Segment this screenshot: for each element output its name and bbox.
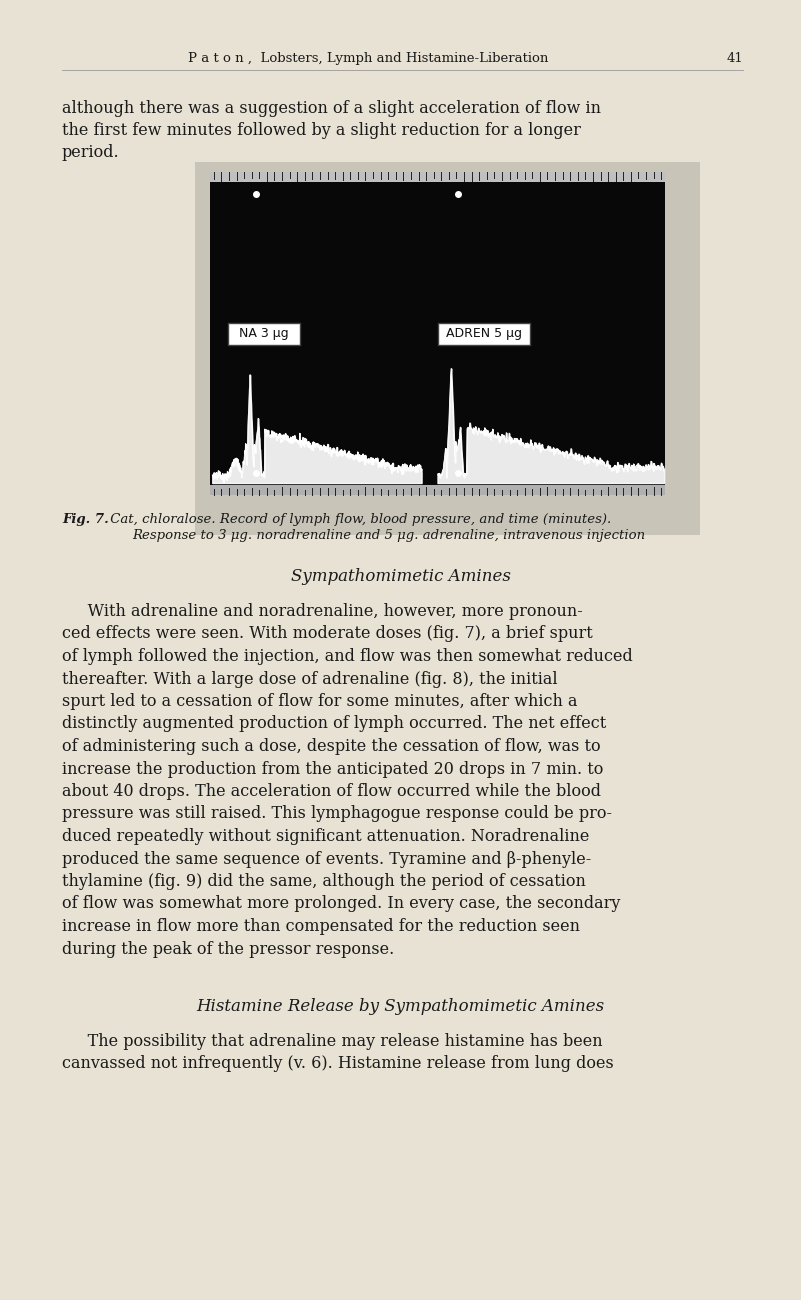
Text: during the peak of the pressor response.: during the peak of the pressor response.	[62, 940, 394, 958]
Text: of lymph followed the injection, and flow was then somewhat reduced: of lymph followed the injection, and flo…	[62, 647, 633, 666]
Text: Histamine Release by Sympathomimetic Amines: Histamine Release by Sympathomimetic Ami…	[196, 998, 605, 1015]
Text: although there was a suggestion of a slight acceleration of flow in: although there was a suggestion of a sli…	[62, 100, 601, 117]
Text: Sympathomimetic Amines: Sympathomimetic Amines	[291, 568, 510, 585]
Bar	[195, 162, 700, 536]
Text: the first few minutes followed by a slight reduction for a longer: the first few minutes followed by a slig…	[62, 122, 581, 139]
Text: increase in flow more than compensated for the reduction seen: increase in flow more than compensated f…	[62, 918, 580, 935]
Text: of flow was somewhat more prolonged. In every case, the secondary: of flow was somewhat more prolonged. In …	[62, 896, 621, 913]
Bar	[210, 172, 665, 182]
Text: period.: period.	[62, 144, 119, 161]
Text: 41: 41	[727, 52, 743, 65]
Text: canvassed not infrequently (v. 6). Histamine release from lung does: canvassed not infrequently (v. 6). Hista…	[62, 1056, 614, 1072]
Text: produced the same sequence of events. Tyramine and β-phenyle-: produced the same sequence of events. Ty…	[62, 850, 591, 867]
Text: pressure was still raised. This lymphagogue response could be pro-: pressure was still raised. This lymphago…	[62, 806, 612, 823]
Text: Response to 3 μg. noradrenaline and 5 μg. adrenaline, intravenous injection: Response to 3 μg. noradrenaline and 5 μg…	[132, 529, 645, 542]
Text: thereafter. With a large dose of adrenaline (fig. 8), the initial: thereafter. With a large dose of adrenal…	[62, 671, 557, 688]
Text: ADREN 5 μg: ADREN 5 μg	[445, 328, 521, 341]
Bar	[210, 172, 665, 495]
Text: With adrenaline and noradrenaline, however, more pronoun-: With adrenaline and noradrenaline, howev…	[62, 603, 583, 620]
Text: increase the production from the anticipated 20 drops in 7 min. to: increase the production from the anticip…	[62, 760, 603, 777]
Bar	[210, 485, 665, 495]
Text: distinctly augmented production of lymph occurred. The net effect: distinctly augmented production of lymph…	[62, 715, 606, 732]
Text: Fig. 7.: Fig. 7.	[62, 514, 109, 526]
Text: NA 3 μg: NA 3 μg	[239, 328, 289, 341]
Text: about 40 drops. The acceleration of flow occurred while the blood: about 40 drops. The acceleration of flow…	[62, 783, 601, 800]
Text: spurt led to a cessation of flow for some minutes, after which a: spurt led to a cessation of flow for som…	[62, 693, 578, 710]
Text: P a t o n ,  Lobsters, Lymph and Histamine-Liberation: P a t o n , Lobsters, Lymph and Histamin…	[188, 52, 549, 65]
Text: The possibility that adrenaline may release histamine has been: The possibility that adrenaline may rele…	[62, 1034, 602, 1050]
Text: duced repeatedly without significant attenuation. Noradrenaline: duced repeatedly without significant att…	[62, 828, 590, 845]
Text: thylamine (fig. 9) did the same, although the period of cessation: thylamine (fig. 9) did the same, althoug…	[62, 874, 586, 890]
Text: Cat, chloralose. Record of lymph flow, blood pressure, and time (minutes).: Cat, chloralose. Record of lymph flow, b…	[106, 514, 611, 526]
Bar	[437, 322, 529, 344]
Text: of administering such a dose, despite the cessation of flow, was to: of administering such a dose, despite th…	[62, 738, 601, 755]
Text: ced effects were seen. With moderate doses (fig. 7), a brief spurt: ced effects were seen. With moderate dos…	[62, 625, 593, 642]
Bar	[228, 322, 300, 344]
